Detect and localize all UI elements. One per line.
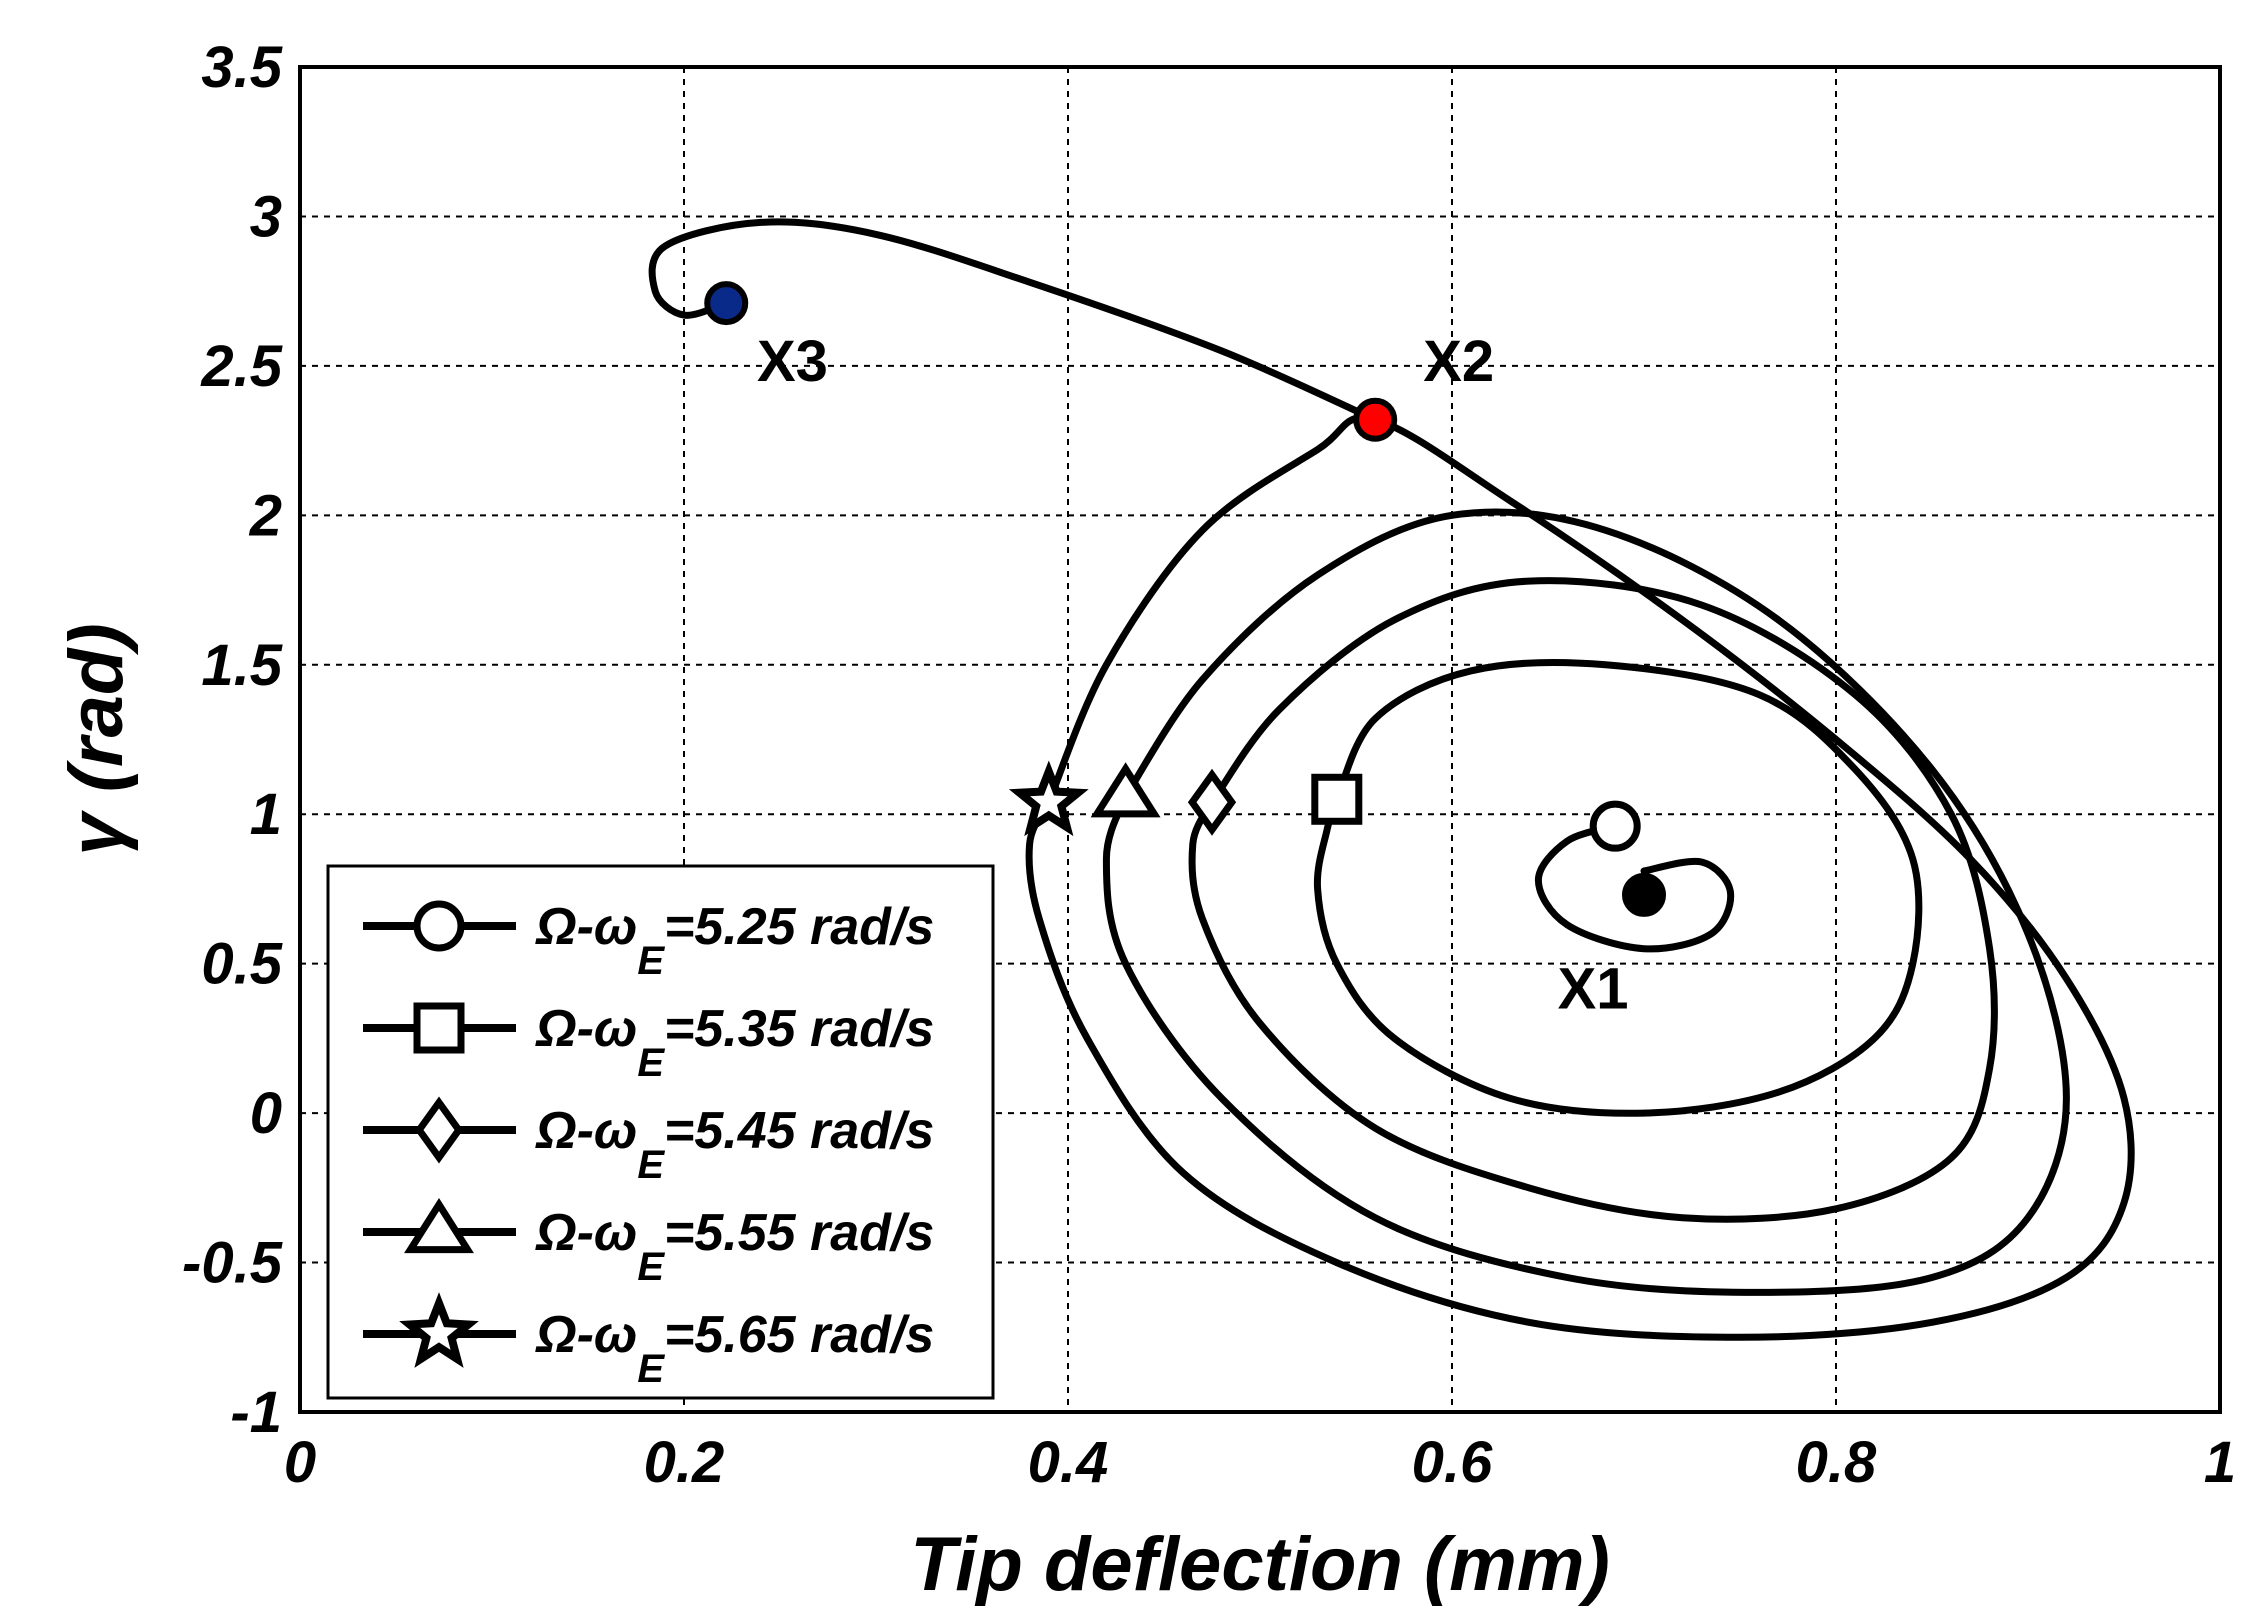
equilibrium-point-label: X1 <box>1558 957 1629 1022</box>
series-curves <box>648 218 2135 1341</box>
x-tick-label: 0.2 <box>644 1430 725 1495</box>
equilibrium-point <box>1622 872 1666 917</box>
legend-label: Ω-ωE=5.25 rad/s <box>535 898 934 983</box>
series-line <box>1025 414 2135 1341</box>
series-line <box>1313 659 1923 1117</box>
legend-label: Ω-ωE=5.55 rad/s <box>535 1204 934 1289</box>
x-tick-label: 1 <box>2204 1430 2236 1495</box>
legend-label: Ω-ωE=5.45 rad/s <box>535 1102 934 1187</box>
legend-marker-circle <box>413 900 465 952</box>
y-tick-labels: -1 -0.5 0 0.5 1 1.5 2 2.5 3 3.5 <box>182 35 283 1445</box>
equilibrium-point <box>1353 397 1398 442</box>
plot-frame <box>298 65 2222 1414</box>
series-markers <box>1008 760 1641 852</box>
series-line <box>1534 822 1735 953</box>
series-marker-triangle <box>1090 762 1161 818</box>
legend-marker-diamond <box>414 1096 464 1164</box>
series-line <box>1188 577 1998 1223</box>
equilibrium-points: X1 X2 X3 <box>704 281 1666 1022</box>
x-tick-label: 0.6 <box>1412 1430 1493 1495</box>
y-axis-label: γ (rad) <box>54 623 139 855</box>
x-tick-labels: 0 0.2 0.4 0.6 0.8 1 <box>284 1430 2236 1495</box>
x-axis-label: Tip deflection (mm) <box>910 1522 1610 1607</box>
y-tick-label: 1 <box>250 782 282 847</box>
series-line <box>648 218 1379 424</box>
series-marker-diamond <box>1187 768 1237 836</box>
legend: Ω-ωE=5.25 rad/s Ω-ωE=5.35 rad/s Ω-ωE=5.45 … <box>326 864 995 1400</box>
equilibrium-point <box>704 281 749 326</box>
legend-marker-star <box>399 1292 479 1368</box>
series-line <box>1102 508 2070 1296</box>
y-tick-label: 2.5 <box>200 334 282 399</box>
series-marker-circle <box>1589 800 1641 852</box>
series-marker-square <box>1311 773 1363 825</box>
legend-marker-triangle <box>404 1197 474 1254</box>
x-tick-label: 0.4 <box>1028 1430 1109 1495</box>
equilibrium-point-label: X2 <box>1423 329 1494 394</box>
series-marker-star <box>1008 760 1089 837</box>
x-tick-label: 0.8 <box>1796 1430 1877 1495</box>
legend-label: Ω-ωE=5.65 rad/s <box>535 1306 934 1391</box>
y-tick-label: 1.5 <box>201 633 282 698</box>
equilibrium-point-label: X3 <box>757 329 828 394</box>
y-tick-label: -1 <box>230 1380 282 1445</box>
x-tick-label: 0 <box>284 1430 316 1495</box>
y-tick-label: 3 <box>250 184 282 249</box>
y-tick-label: 3.5 <box>201 35 282 100</box>
y-tick-label: 2 <box>249 483 282 548</box>
legend-marker-square <box>413 1002 465 1054</box>
y-tick-label: 0.5 <box>201 932 282 997</box>
y-tick-label: 0 <box>250 1081 282 1146</box>
legend-label: Ω-ωE=5.35 rad/s <box>535 1000 934 1085</box>
y-tick-label: -0.5 <box>182 1231 283 1296</box>
